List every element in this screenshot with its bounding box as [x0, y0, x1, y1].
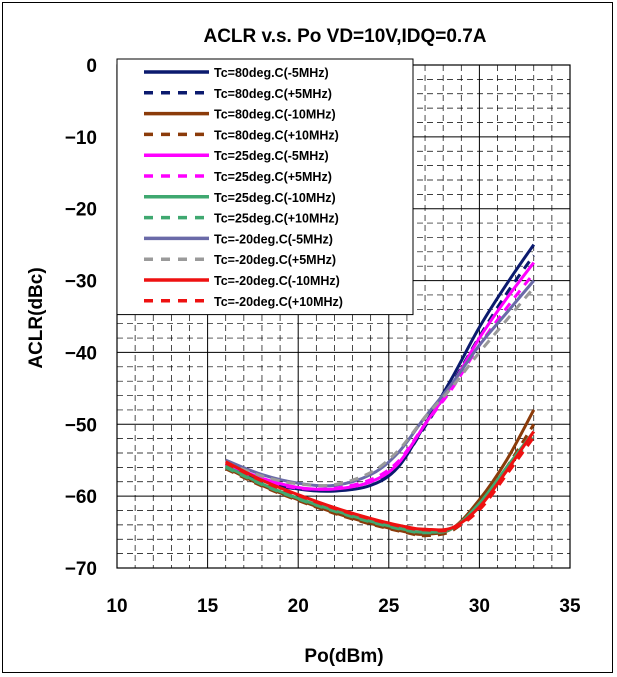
series-line-3	[225, 409, 536, 536]
legend-entry-label: Tc=-20deg.C(-10MHz)	[214, 274, 340, 288]
x-tick-label: 30	[469, 596, 490, 617]
y-axis-tick-labels: 0 −10 −20 −30 −40 −50 −60 −70	[65, 56, 97, 580]
y-tick-label: −10	[65, 128, 97, 149]
legend-entry-label: Tc=25deg.C(-10MHz)	[214, 191, 336, 205]
y-tick-label: −60	[65, 487, 97, 508]
x-axis-tick-labels: 10 15 20 25 30 35	[106, 596, 581, 617]
series-lines	[225, 243, 536, 538]
chart-title: ACLR v.s. Po VD=10V,IDQ=0.7A	[203, 26, 486, 47]
y-axis-label: ACLR(dBc)	[26, 267, 47, 368]
legend-entry-label: Tc=-20deg.C(-5MHz)	[214, 232, 333, 246]
x-tick-label: 25	[378, 596, 400, 617]
legend-entry-label: Tc=80deg.C(-5MHz)	[214, 66, 329, 80]
legend-entry-label: Tc=80deg.C(+5MHz)	[214, 87, 332, 101]
y-tick-label: −30	[65, 272, 97, 293]
legend-entry-label: Tc=25deg.C(+5MHz)	[214, 170, 332, 184]
series-line-10	[225, 286, 535, 488]
x-tick-label: 10	[106, 596, 127, 617]
x-axis-label: Po(dBm)	[304, 646, 383, 667]
legend-entry-label: Tc=25deg.C(+10MHz)	[214, 212, 339, 226]
y-tick-label: −50	[65, 415, 97, 436]
legend: Tc=80deg.C(-5MHz) Tc=80deg.C(+5MHz) Tc=80d…	[116, 58, 414, 316]
y-tick-label: −40	[65, 343, 97, 364]
series-line-8	[225, 434, 535, 535]
legend-entry-label: Tc=25deg.C(-5MHz)	[214, 149, 329, 163]
legend-entry-label: Tc=80deg.C(-10MHz)	[214, 108, 336, 122]
legend-entry-label: Tc=-20deg.C(+10MHz)	[214, 295, 343, 309]
legend-box	[116, 58, 414, 316]
y-tick-label: 0	[86, 56, 97, 77]
x-tick-label: 20	[288, 596, 309, 617]
x-tick-label: 35	[559, 596, 581, 617]
x-tick-label: 15	[197, 596, 219, 617]
y-tick-label: −20	[65, 200, 97, 221]
legend-entry-label: Tc=-20deg.C(+5MHz)	[214, 253, 336, 267]
series-line-12	[225, 436, 536, 533]
legend-entry-label: Tc=80deg.C(+10MHz)	[214, 128, 339, 142]
y-tick-label: −70	[65, 559, 97, 580]
